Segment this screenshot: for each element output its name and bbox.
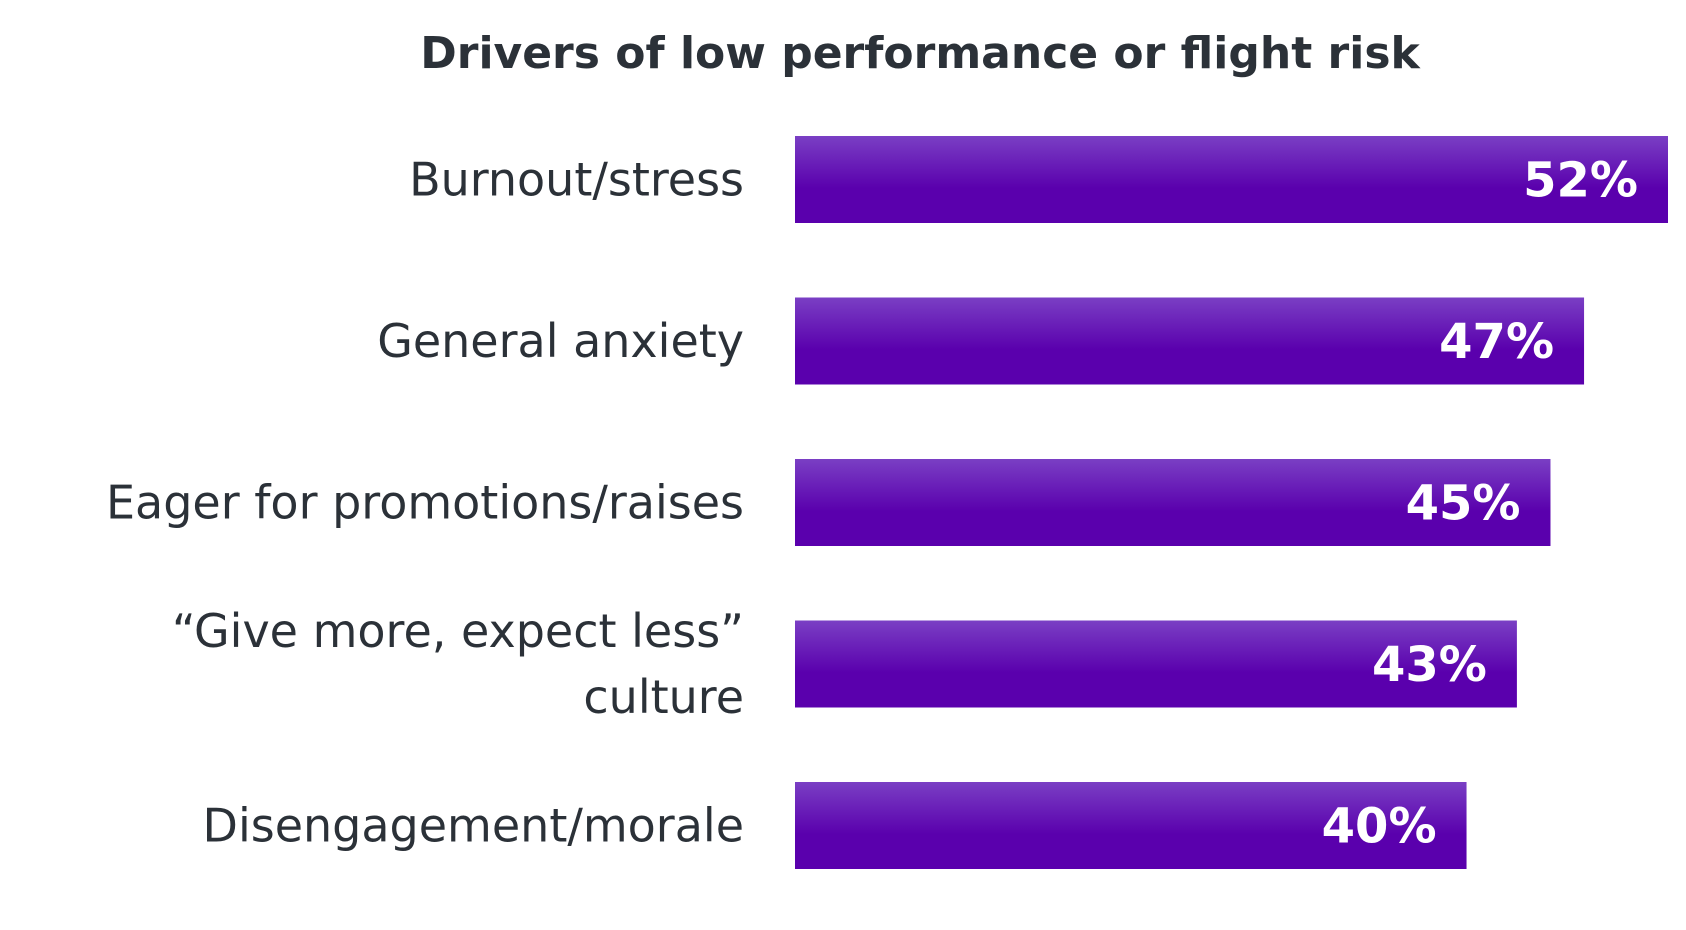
category-label: Eager for promotions/raises xyxy=(106,476,744,530)
bar xyxy=(795,459,1551,546)
bar-value-label: 52% xyxy=(1523,153,1638,209)
category-label: Disengagement/morale xyxy=(203,799,744,853)
category-label: “Give more, expect less” xyxy=(172,604,744,658)
bar-value-label: 43% xyxy=(1372,637,1487,693)
category-label: Burnout/stress xyxy=(409,153,744,207)
category-label: culture xyxy=(583,670,744,724)
bars-group: 52% Burnout/stress 47% General anxiety 45% Ea… xyxy=(106,136,1668,869)
chart-title: Drivers of low performance or flight ris… xyxy=(420,28,1421,79)
bar-value-label: 47% xyxy=(1439,314,1554,370)
category-label: General anxiety xyxy=(377,314,744,368)
bar xyxy=(795,620,1517,708)
bar-value-label: 40% xyxy=(1322,799,1437,855)
bar-value-label: 45% xyxy=(1406,476,1521,532)
bar xyxy=(795,782,1467,869)
bar xyxy=(795,297,1585,385)
bar xyxy=(795,136,1668,223)
